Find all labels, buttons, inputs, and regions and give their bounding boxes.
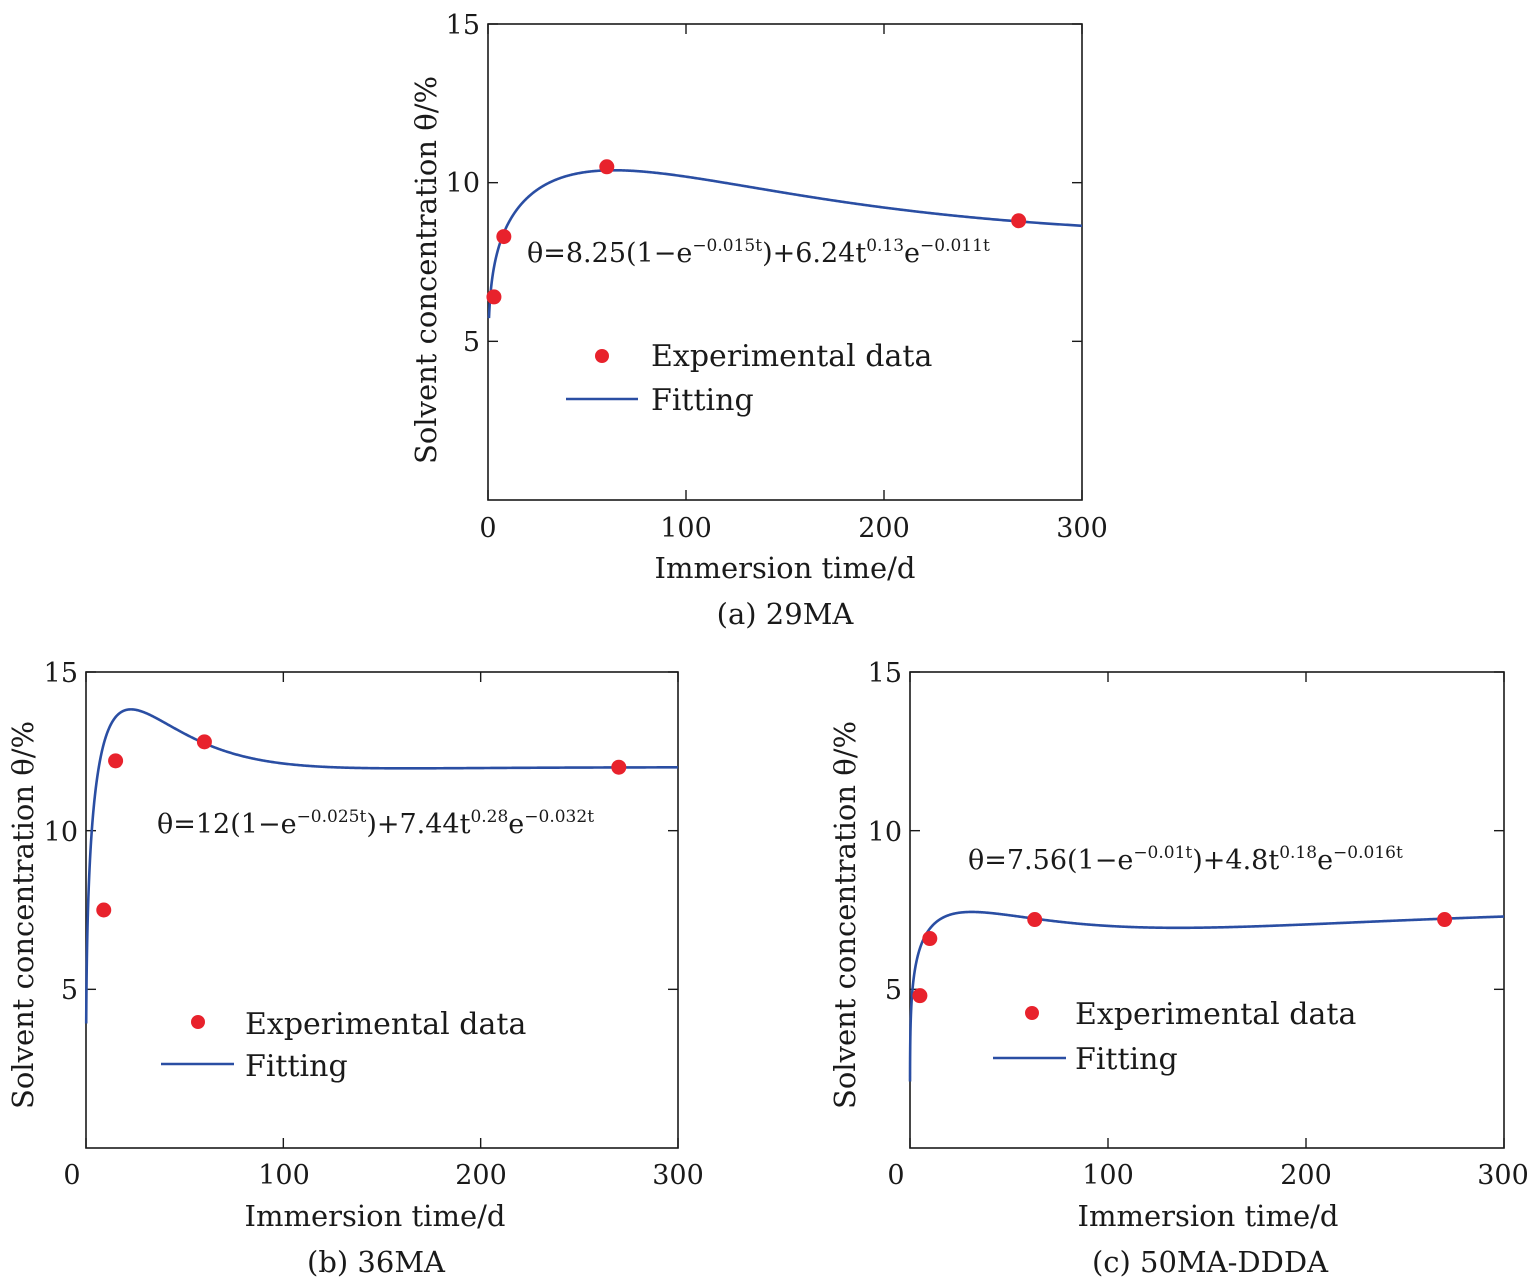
equation-annotation: θ=7.56(1−e−0.01t​)+4.8t0.18​e−0.016t​	[968, 843, 1403, 876]
y-axis-label: Solvent concentration θ/%	[6, 721, 40, 1109]
y-tick-label: 10	[44, 817, 78, 848]
x-tick-label: 200	[455, 1160, 507, 1191]
y-tick-label: 10	[868, 817, 902, 848]
data-point	[496, 229, 512, 245]
y-tick-label: 5	[61, 975, 78, 1006]
x-tick-label: 100	[660, 513, 712, 544]
data-point	[599, 159, 615, 175]
tick-marks	[487, 23, 1083, 500]
points-layer	[912, 912, 1453, 1004]
data-point	[486, 289, 502, 305]
x-tick-label: 0	[479, 513, 496, 544]
panel-b: 0 100 200 300 5 10 15 Immersion time/d S…	[6, 658, 704, 1279]
fit-curve	[84, 708, 678, 1025]
legend-experimental-label: Experimental data	[245, 1007, 526, 1042]
svg-text:θ=7.56(1−e−0.01t​)+4.8t0.18​e−: θ=7.56(1−e−0.01t​)+4.8t0.18​e−0.016t​	[968, 843, 1403, 876]
legend: Experimental data Fitting	[993, 997, 1356, 1077]
x-tick-labels: 0 100 200 300	[887, 1160, 1528, 1191]
panel-caption: (b) 36MA	[307, 1245, 446, 1279]
panel-c: 0 100 200 300 5 10 15 Immersion time/d S…	[828, 658, 1529, 1279]
data-point	[1437, 912, 1453, 928]
points-layer	[486, 159, 1027, 305]
x-axis-label: Immersion time/d	[1078, 1199, 1339, 1233]
tick-marks	[909, 671, 1505, 1148]
legend: Experimental data Fitting	[161, 1007, 526, 1084]
x-tick-labels: 0 100 200 300	[479, 513, 1107, 544]
data-point	[912, 988, 928, 1004]
y-tick-label: 5	[885, 975, 902, 1006]
legend-fitting-label: Fitting	[1075, 1042, 1178, 1077]
x-axis-label: Immersion time/d	[655, 551, 916, 585]
tick-marks	[85, 671, 679, 1148]
y-tick-labels: 5 10 15	[44, 658, 78, 1006]
points-layer	[96, 734, 627, 918]
data-point	[108, 753, 124, 769]
x-axis-label: Immersion time/d	[245, 1199, 506, 1233]
equation-annotation: θ=12(1−e−0.025t​)+7.44t0.28​e−0.032t​	[157, 807, 594, 840]
x-tick-label: 200	[858, 513, 910, 544]
legend-point-marker	[191, 1015, 205, 1029]
y-tick-labels: 5 10 15	[446, 10, 480, 358]
data-point	[1011, 213, 1027, 229]
x-tick-label: 0	[63, 1160, 80, 1191]
plot-frame	[85, 671, 679, 1149]
y-tick-label: 15	[44, 658, 78, 689]
legend-point-marker	[1025, 1006, 1039, 1020]
svg-text:θ=12(1−e−0.025t​)+7.44t0.28​e−: θ=12(1−e−0.025t​)+7.44t0.28​e−0.032t​	[157, 807, 594, 840]
legend-fitting-label: Fitting	[651, 383, 754, 418]
legend: Experimental data Fitting	[566, 339, 932, 418]
legend-experimental-label: Experimental data	[1075, 997, 1356, 1032]
panel-a: 0 100 200 300 5 10 15 Immersion time/d S…	[409, 10, 1108, 631]
y-tick-labels: 5 10 15	[868, 658, 902, 1006]
panel-caption: (c) 50MA-DDDA	[1092, 1245, 1329, 1279]
fit-layer	[84, 708, 678, 1025]
plot-frame	[487, 23, 1083, 501]
x-tick-label: 200	[1280, 1160, 1332, 1191]
x-tick-label: 300	[1477, 1160, 1529, 1191]
x-tick-label: 300	[1056, 513, 1108, 544]
x-tick-label: 100	[258, 1160, 310, 1191]
y-tick-label: 5	[463, 327, 480, 358]
svg-text:θ=8.25(1−e−0.015t​)+6.24t0.13​: θ=8.25(1−e−0.015t​)+6.24t0.13​e−0.011t​	[527, 236, 990, 269]
x-tick-labels: 0 100 200 300	[63, 1160, 703, 1191]
y-axis-label: Solvent concentration θ/%	[828, 721, 862, 1109]
equation-annotation: θ=8.25(1−e−0.015t​)+6.24t0.13​e−0.011t​	[527, 236, 990, 269]
plot-frame	[909, 671, 1505, 1149]
data-point	[196, 734, 212, 750]
data-point	[922, 931, 938, 947]
legend-fitting-label: Fitting	[245, 1049, 348, 1084]
data-point	[96, 902, 112, 918]
legend-experimental-label: Experimental data	[651, 339, 932, 374]
y-tick-label: 15	[868, 658, 902, 689]
x-tick-label: 0	[887, 1160, 904, 1191]
legend-point-marker	[595, 349, 609, 363]
y-axis-label: Solvent concentration θ/%	[409, 76, 443, 464]
panel-caption: (a) 29MA	[717, 597, 855, 631]
data-point	[611, 759, 627, 775]
data-point	[1027, 912, 1043, 928]
x-tick-label: 300	[652, 1160, 704, 1191]
x-tick-label: 100	[1082, 1160, 1134, 1191]
y-tick-label: 10	[446, 168, 480, 199]
y-tick-label: 15	[446, 10, 480, 41]
